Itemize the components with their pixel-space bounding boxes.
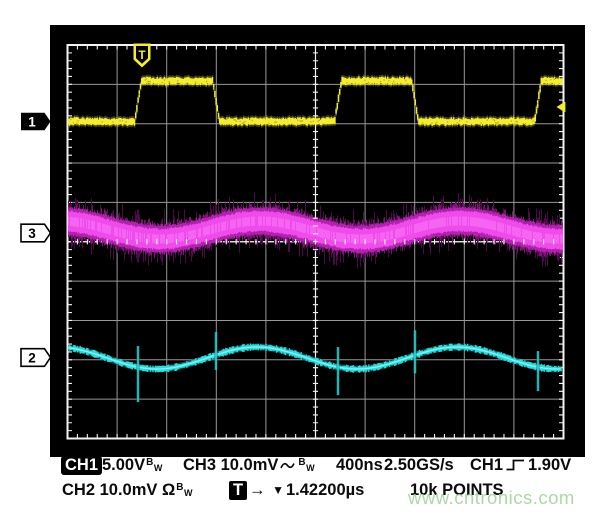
- ch1-scale-readout: 5.00VBW: [102, 456, 163, 474]
- svg-text:1: 1: [28, 114, 36, 129]
- ch2-trace-bright: [68, 346, 561, 370]
- channel-marker-2: 2: [20, 347, 52, 368]
- marker-triangle-icon: ▼: [272, 483, 284, 497]
- bandwidth-limit-icon: BW: [146, 457, 163, 473]
- svg-text:2: 2: [28, 350, 36, 365]
- trigger-badge: T: [229, 481, 247, 500]
- bandwidth-limit-icon: BW: [298, 457, 315, 473]
- impedance-symbol: Ω: [162, 481, 176, 499]
- ch2-scale-readout: CH2 10.0mV ΩBW: [62, 481, 193, 499]
- trigger-level-marker: [556, 102, 566, 112]
- timebase-readout: 400ns: [336, 456, 383, 474]
- arrow-right-icon: →: [249, 481, 266, 499]
- channel-marker-1: 1: [21, 112, 51, 131]
- sample-rate-readout: 2.50GS/s: [384, 456, 454, 474]
- rising-edge-icon: [506, 459, 525, 471]
- ch1-badge: CH1: [61, 456, 103, 475]
- record-length-readout: 10k POINTS: [410, 481, 504, 499]
- graticule-center-ticks: [76, 52, 555, 432]
- trigger-position-readout: T → ▼ 1.42200µs: [229, 481, 364, 500]
- watermark: www.cntronics.com: [408, 487, 575, 508]
- svg-text:3: 3: [28, 226, 36, 241]
- svg-text:T: T: [138, 50, 145, 62]
- trigger-readout: CH1 1.90V: [470, 456, 572, 474]
- ch1-trace: [67, 76, 563, 126]
- trigger-position-flag: T: [133, 43, 151, 68]
- ch3-scale-readout: CH3 10.0mV BW: [183, 456, 315, 474]
- ch1-trace-speckle: [70, 78, 556, 126]
- channel-marker-3: 3: [20, 223, 52, 243]
- ac-coupling-icon: [280, 462, 296, 469]
- ch3-trace-bright: [68, 216, 563, 244]
- bandwidth-limit-icon: BW: [176, 482, 193, 498]
- graticule-border-ticks: [67, 45, 564, 439]
